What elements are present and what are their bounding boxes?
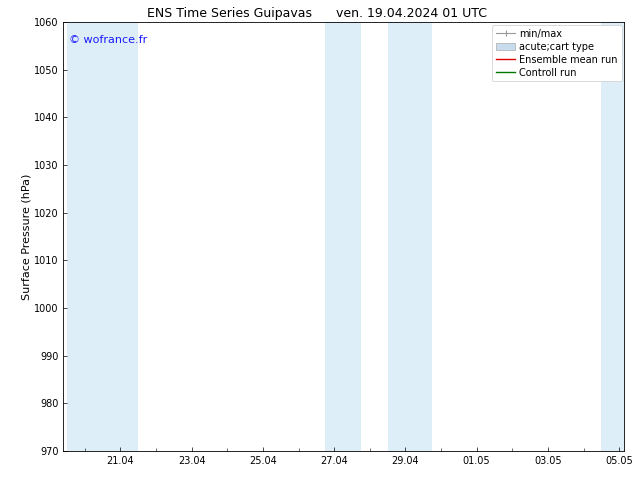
Text: © wofrance.fr: © wofrance.fr: [69, 35, 147, 45]
Bar: [387, 22, 432, 451]
Bar: [601, 22, 624, 451]
Legend: min/max, acute;cart type, Ensemble mean run, Controll run: min/max, acute;cart type, Ensemble mean …: [492, 25, 621, 81]
Y-axis label: Surface Pressure (hPa): Surface Pressure (hPa): [21, 173, 31, 299]
Bar: [325, 22, 361, 451]
Text: ENS Time Series Guipavas      ven. 19.04.2024 01 UTC: ENS Time Series Guipavas ven. 19.04.2024…: [147, 7, 487, 21]
Bar: [67, 22, 138, 451]
